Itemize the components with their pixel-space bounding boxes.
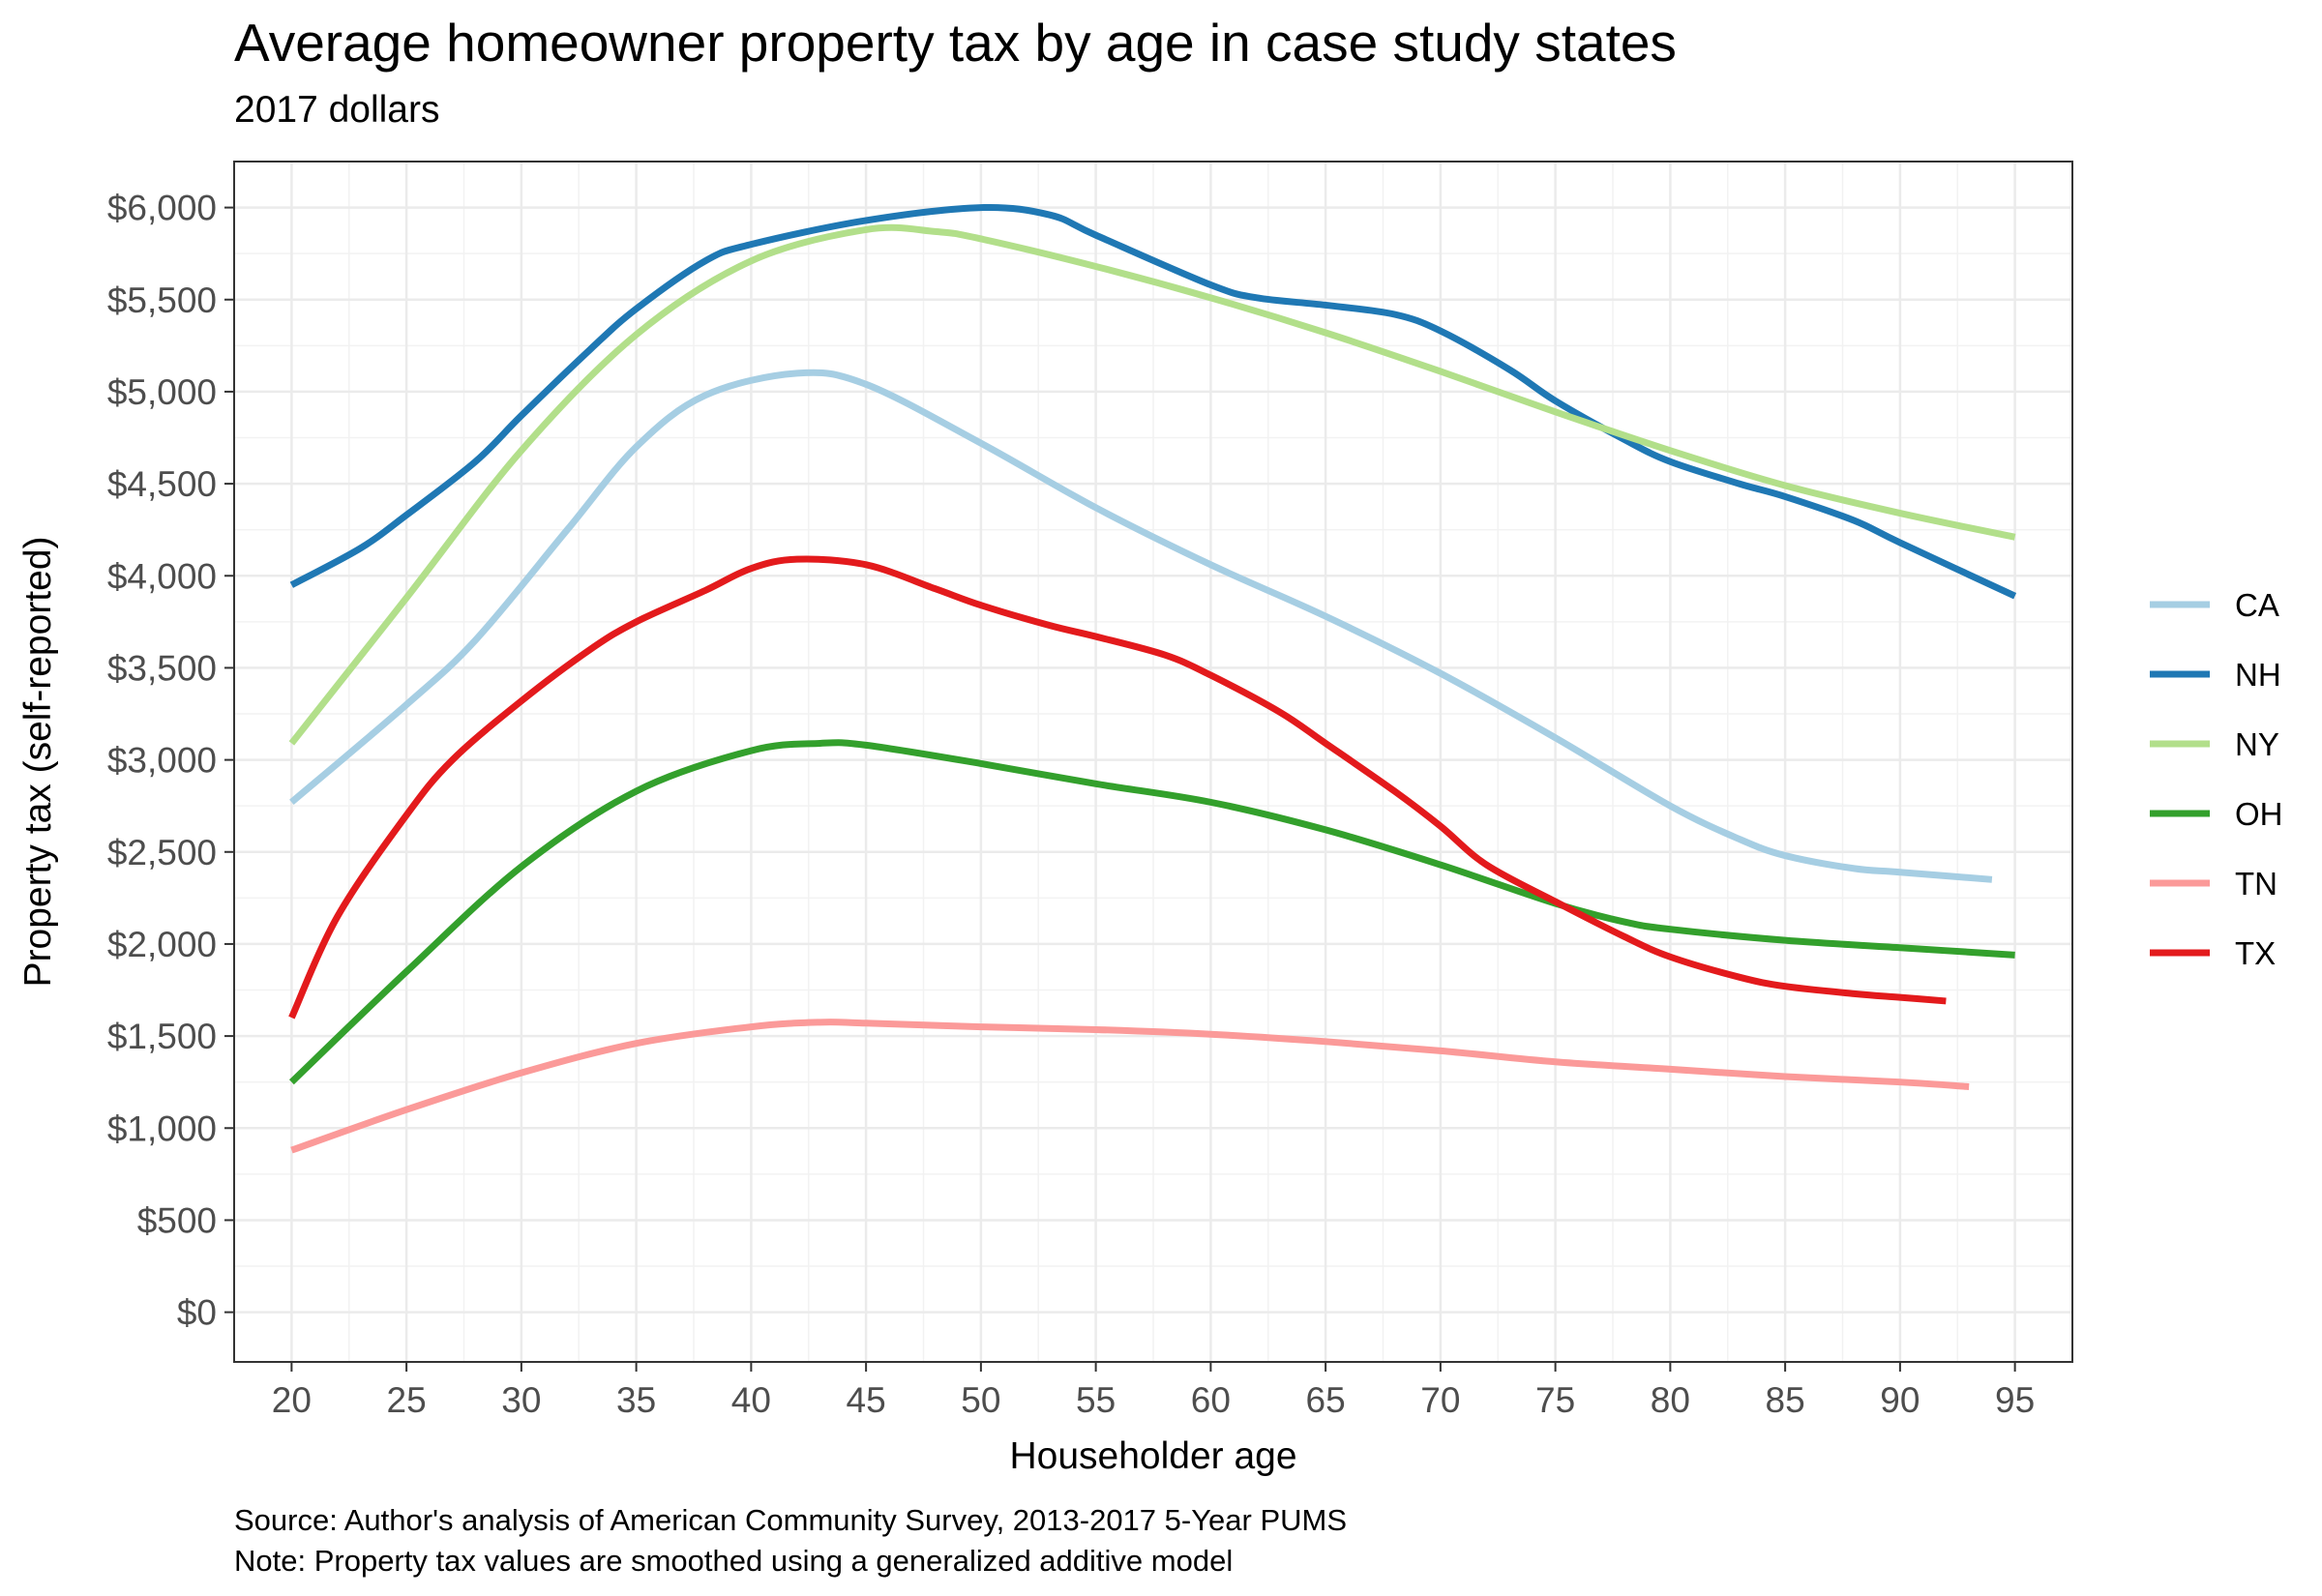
legend-label-ny: NY — [2235, 726, 2279, 762]
y-tick-label: $500 — [137, 1200, 217, 1240]
series-line-ny — [288, 223, 2016, 746]
series-line-ca — [289, 369, 1993, 883]
y-tick-label: $5,500 — [107, 281, 217, 320]
axes: 20 25 30 35 40 45 50 55 60 65 70 75 80 85 90 95 $0 $500 $1… — [107, 189, 2035, 1420]
y-axis-title: Property tax (self-reported) — [17, 536, 59, 987]
x-tick-label: 35 — [616, 1380, 656, 1420]
legend: CA NH NY OH TN TX — [2150, 587, 2283, 971]
x-tick-label: 75 — [1535, 1380, 1575, 1420]
x-axis-title: Householder age — [1009, 1435, 1296, 1477]
y-tick-label: $3,000 — [107, 741, 217, 781]
y-tick-label: $5,000 — [107, 372, 217, 412]
x-tick-label: 90 — [1880, 1380, 1920, 1420]
legend-label-nh: NH — [2235, 657, 2281, 693]
x-tick-label: 50 — [961, 1380, 1000, 1420]
series-line-oh — [288, 739, 2015, 1085]
x-tick-label: 65 — [1306, 1380, 1346, 1420]
note-caption: Note: Property tax values are smoothed u… — [234, 1544, 1234, 1578]
x-tick-label: 60 — [1191, 1380, 1231, 1420]
y-tick-label: $2,500 — [107, 833, 217, 872]
x-tick-label: 80 — [1651, 1380, 1690, 1420]
y-tick-label: $1,500 — [107, 1017, 217, 1056]
series-line-tx — [288, 555, 1947, 1020]
x-tick-label: 40 — [731, 1380, 771, 1420]
y-tick-label: $0 — [177, 1293, 217, 1333]
y-tick-label: $3,500 — [107, 648, 217, 688]
legend-label-tx: TX — [2235, 935, 2276, 971]
x-tick-label: 95 — [1995, 1380, 2035, 1420]
legend-label-tn: TN — [2235, 866, 2277, 901]
series-line-tn — [290, 1019, 1970, 1154]
x-tick-label: 45 — [847, 1380, 886, 1420]
y-tick-label: $1,000 — [107, 1108, 217, 1148]
x-tick-label: 70 — [1420, 1380, 1460, 1420]
y-tick-label: $6,000 — [107, 189, 217, 228]
x-tick-label: 20 — [272, 1380, 312, 1420]
source-caption: Source: Author's analysis of American Co… — [234, 1503, 1348, 1537]
x-tick-label: 85 — [1766, 1380, 1805, 1420]
y-tick-label: $2,000 — [107, 925, 217, 964]
x-tick-label: 25 — [387, 1380, 427, 1420]
legend-label-oh: OH — [2235, 796, 2283, 832]
chart-subtitle: 2017 dollars — [234, 89, 440, 131]
legend-label-ca: CA — [2235, 587, 2279, 623]
x-tick-label: 55 — [1076, 1380, 1116, 1420]
y-tick-label: $4,500 — [107, 464, 217, 504]
series-line-nh — [289, 203, 2017, 600]
chart-title: Average homeowner property tax by age in… — [234, 13, 1677, 73]
x-tick-label: 30 — [501, 1380, 541, 1420]
series-lines — [288, 203, 2017, 1154]
plot-border — [233, 161, 2073, 1363]
y-tick-label: $4,000 — [107, 556, 217, 596]
